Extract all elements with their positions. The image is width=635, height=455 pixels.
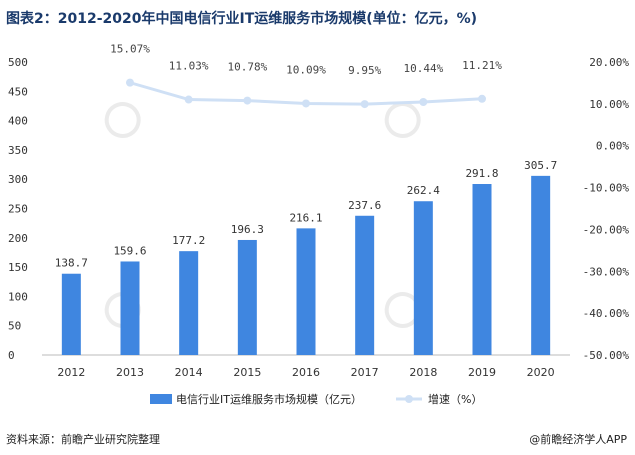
left-axis-tick-label: 350 [8, 144, 28, 157]
line-value-labels: 15.07% 11.03% 10.78% 10.09% 9.95% 10.44% 11.21… [110, 43, 502, 77]
bar-value-label: 216.1 [289, 211, 322, 224]
bar-value-label: 237.6 [348, 199, 381, 212]
x-axis-tick-label: 2020 [527, 366, 555, 379]
line-point [478, 94, 486, 103]
bar [120, 261, 140, 355]
legend-bar-label: 电信行业IT运维服务市场规模（亿元） [176, 392, 362, 406]
x-axis-tick-label: 2014 [175, 366, 203, 379]
right-axis-tick-label: -10.00% [583, 182, 630, 195]
line-point [360, 100, 369, 109]
right-axis-tick-label: 0.00% [596, 140, 629, 153]
left-axis-tick-label: 200 [8, 232, 28, 245]
line-point [243, 96, 252, 105]
left-axis-tick-label: 400 [8, 115, 28, 128]
bar-value-labels: 138.7 159.6 177.2 196.3 216.1 237.6 262.4 291.8… [55, 159, 557, 270]
watermark-layer [104, 102, 421, 328]
x-axis-tick-label: 2019 [468, 366, 496, 379]
x-axis-tick-label: 2015 [233, 366, 261, 379]
bar [296, 228, 316, 355]
bar [413, 201, 433, 355]
legend-line-marker [405, 395, 413, 403]
right-axis-tick-label: 20.00% [589, 56, 629, 69]
bar [531, 175, 551, 355]
line-value-label: 10.78% [227, 61, 267, 74]
right-y-axis: -50.00% -40.00% -30.00% -20.00% -10.00% 0.00%… [583, 56, 630, 362]
left-axis-tick-label: 450 [8, 85, 28, 98]
left-axis-tick-label: 500 [8, 56, 28, 69]
bar [237, 239, 257, 355]
x-axis-tick-label: 2013 [116, 366, 144, 379]
line-value-label: 10.09% [286, 63, 326, 76]
line-series [126, 78, 486, 109]
bar-value-label: 291.8 [465, 167, 498, 180]
bar-value-label: 138.7 [55, 257, 88, 270]
left-y-axis: 0 50 100 150 200 250 300 350 400 450 500 [8, 56, 28, 362]
line-point [126, 78, 134, 87]
x-axis-tick-label: 2012 [57, 366, 85, 379]
bar-value-label: 177.2 [172, 234, 205, 247]
right-axis-tick-label: -30.00% [583, 265, 630, 278]
line-value-label: 10.44% [403, 62, 443, 75]
right-axis-tick-label: 10.00% [589, 98, 629, 111]
left-axis-tick-label: 250 [8, 203, 28, 216]
right-axis-tick-label: -40.00% [583, 307, 630, 320]
left-axis-tick-label: 50 [8, 320, 21, 333]
line-value-label: 9.95% [348, 64, 381, 77]
bar-value-label: 305.7 [524, 159, 557, 172]
line-point [302, 99, 310, 108]
line-point [419, 98, 428, 107]
left-axis-tick-label: 150 [8, 261, 28, 274]
left-axis-tick-label: 100 [8, 290, 28, 303]
x-axis-ticks: 2012 2013 2014 2015 2016 2017 2018 2019 2020 [57, 366, 554, 379]
left-axis-tick-label: 300 [8, 173, 28, 186]
line-value-label: 11.21% [462, 59, 502, 72]
right-axis-tick-label: -20.00% [583, 223, 630, 236]
x-axis-tick-label: 2018 [409, 366, 437, 379]
bar-value-label: 196.3 [231, 223, 264, 236]
right-axis-tick-label: -50.00% [583, 349, 630, 362]
brand-note: @前瞻经济学人APP [529, 433, 627, 446]
legend-line-label: 增速（%） [428, 392, 482, 406]
chart-title: 图表2：2012-2020年中国电信行业IT运维服务市场规模(单位：亿元，%) [6, 11, 478, 27]
x-axis-tick-label: 2016 [292, 366, 320, 379]
bar [472, 184, 492, 355]
bar [179, 251, 199, 355]
source-note: 资料来源：前瞻产业研究院整理 [6, 433, 160, 446]
chart: 0 50 100 150 200 250 300 350 400 450 500 -50.00% -4… [8, 43, 630, 406]
line-value-label: 15.07% [110, 43, 150, 56]
line-value-label: 11.03% [169, 60, 209, 73]
x-axis-tick-label: 2017 [351, 366, 379, 379]
legend-bar-swatch [150, 394, 172, 404]
legend: 电信行业IT运维服务市场规模（亿元） 增速（%） [150, 392, 482, 406]
bar-value-label: 262.4 [407, 184, 440, 197]
bar-value-label: 159.6 [113, 244, 146, 257]
bar [61, 273, 81, 355]
bar [355, 215, 375, 355]
left-axis-tick-label: 0 [8, 349, 15, 362]
line-point [184, 95, 193, 104]
bar-series [61, 175, 551, 355]
